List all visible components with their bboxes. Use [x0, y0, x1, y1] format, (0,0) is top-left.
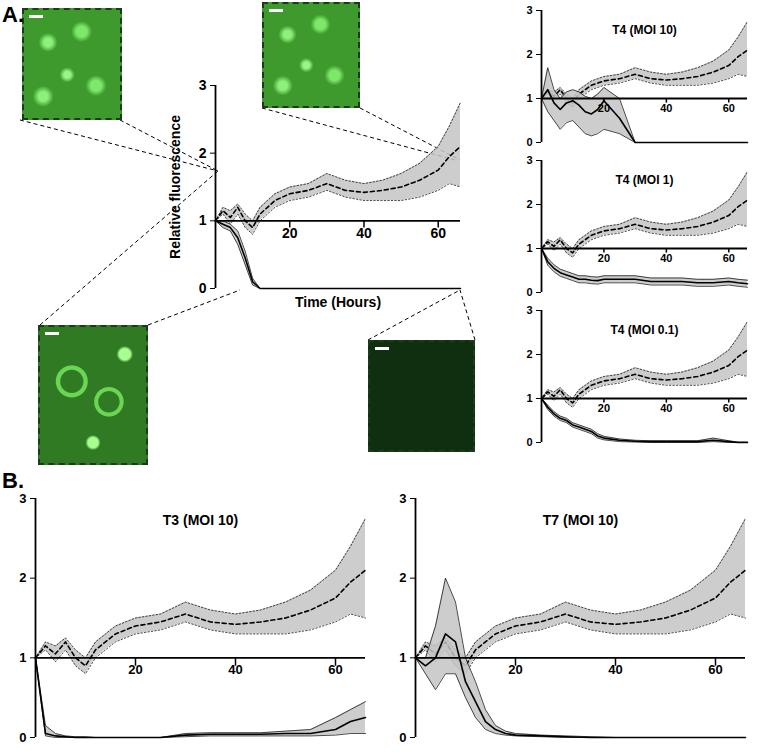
svg-text:1: 1	[199, 212, 207, 228]
svg-text:T4 (MOI 10): T4 (MOI 10)	[612, 23, 677, 37]
svg-text:60: 60	[708, 662, 722, 677]
html-text:B.: B.	[2, 468, 24, 493]
svg-text:T4 (MOI 0.1): T4 (MOI 0.1)	[610, 323, 678, 337]
svg-text:3: 3	[526, 154, 532, 166]
svg-text:1: 1	[19, 650, 26, 665]
svg-text:20: 20	[282, 225, 298, 241]
svg-text:2: 2	[399, 570, 406, 585]
svg-text:Relative fluorescence: Relative fluorescence	[167, 115, 183, 259]
svg-text:40: 40	[660, 402, 672, 414]
svg-text:60: 60	[723, 252, 735, 264]
svg-text:0: 0	[526, 436, 532, 448]
svg-text:Time (Hours): Time (Hours)	[295, 294, 381, 310]
html-text:A.: A.	[2, 2, 24, 27]
svg-text:3: 3	[19, 490, 27, 506]
svg-text:0: 0	[526, 136, 532, 148]
svg-text:0: 0	[19, 730, 26, 745]
svg-text:60: 60	[723, 402, 735, 414]
svg-text:2: 2	[526, 48, 532, 60]
svg-text:40: 40	[608, 662, 622, 677]
svg-text:0: 0	[526, 286, 532, 298]
svg-text:60: 60	[723, 102, 735, 114]
svg-text:0: 0	[199, 280, 207, 296]
svg-text:1: 1	[526, 392, 532, 404]
svg-text:1: 1	[399, 650, 406, 665]
svg-text:2: 2	[199, 145, 207, 161]
svg-text:20: 20	[508, 662, 522, 677]
svg-text:40: 40	[356, 225, 372, 241]
svg-text:0: 0	[399, 730, 406, 745]
svg-text:T7 (MOI 10): T7 (MOI 10)	[543, 512, 618, 528]
svg-text:40: 40	[228, 662, 242, 677]
svg-text:3: 3	[526, 304, 532, 316]
svg-text:60: 60	[328, 662, 342, 677]
svg-text:T3 (MOI 10): T3 (MOI 10)	[163, 512, 238, 528]
svg-text:2: 2	[526, 348, 532, 360]
svg-text:3: 3	[526, 4, 532, 16]
svg-text:2: 2	[526, 198, 532, 210]
svg-text:3: 3	[199, 77, 207, 93]
svg-text:60: 60	[430, 225, 446, 241]
svg-text:20: 20	[598, 252, 610, 264]
svg-text:40: 40	[660, 252, 672, 264]
svg-text:1: 1	[526, 242, 532, 254]
svg-text:20: 20	[598, 102, 610, 114]
svg-text:20: 20	[128, 662, 142, 677]
svg-text:2: 2	[19, 570, 26, 585]
svg-text:T4 (MOI 1): T4 (MOI 1)	[615, 173, 673, 187]
svg-text:20: 20	[598, 402, 610, 414]
svg-text:40: 40	[660, 102, 672, 114]
svg-text:3: 3	[399, 491, 406, 506]
svg-text:1: 1	[526, 92, 532, 104]
